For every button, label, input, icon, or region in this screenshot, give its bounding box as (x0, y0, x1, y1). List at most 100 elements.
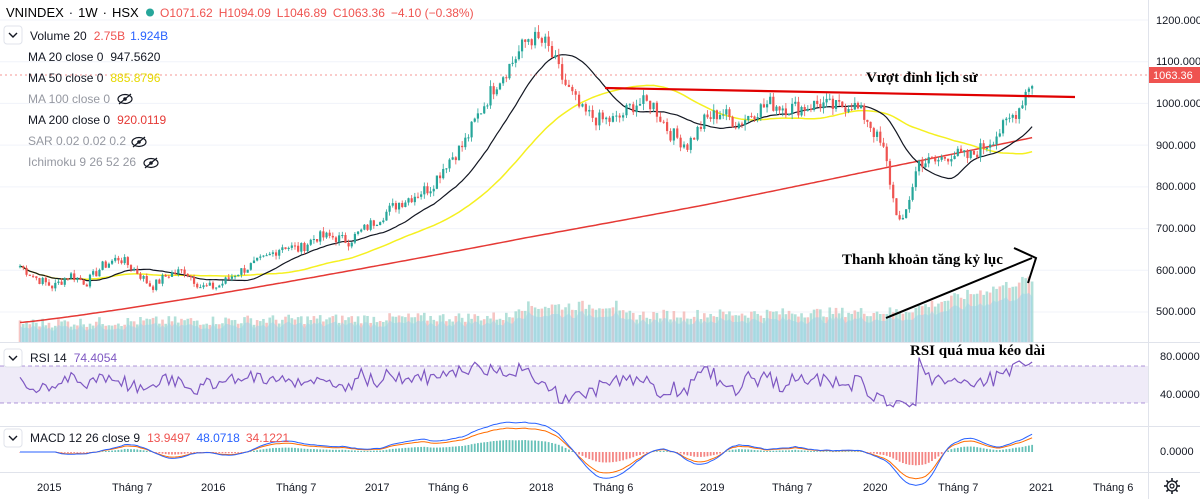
macd-histogram-bar (940, 452, 943, 455)
legend-macd[interactable]: MACD 12 26 close 9 13.9497 48.0718 34.1221 (30, 431, 290, 445)
macd-line (20, 421, 1033, 486)
candle-body (831, 98, 834, 109)
macd-histogram-bar (547, 442, 550, 452)
macd-histogram-bar (458, 446, 460, 452)
candle-body (1018, 108, 1021, 119)
time-tick: Tháng 6 (593, 482, 633, 494)
time-tick: 2015 (37, 482, 61, 494)
candle-body (265, 255, 268, 257)
time-tick: Tháng 7 (276, 482, 316, 494)
candle-body (66, 278, 70, 280)
macd-histogram-bar (420, 446, 423, 452)
collapse-rsi-button[interactable] (3, 348, 23, 368)
candle-body (872, 128, 875, 137)
candle-body (148, 283, 152, 287)
candle-body (554, 55, 557, 58)
gear-icon[interactable] (1164, 478, 1180, 494)
legend-sar[interactable]: SAR 0.02 0.02 0.2 (28, 134, 126, 148)
legend-ma50[interactable]: MA 50 close 0 885.8796 (28, 71, 161, 85)
candle-body (426, 186, 429, 194)
legend-rsi[interactable]: RSI 14 74.4054 (30, 351, 117, 365)
candle-body (133, 268, 136, 270)
macd-histogram-bar (360, 450, 363, 452)
macd-histogram-bar (554, 443, 557, 452)
macd-histogram-bar (645, 452, 648, 453)
macd-histogram-bar (850, 451, 853, 452)
candle-body (445, 168, 448, 170)
macd-histogram-bar (1027, 445, 1030, 452)
price-tick: 600.000 (1156, 265, 1196, 277)
candle-body (584, 104, 587, 112)
candle-body (256, 257, 259, 261)
candle-body (982, 143, 985, 149)
macd-histogram-bar (927, 452, 930, 463)
legend-volume[interactable]: Volume 20 2.75B 1.924B (30, 29, 168, 43)
candle-body (278, 250, 281, 256)
price-axis[interactable]: 1200.000 1100.000 1000.000 900.000 800.0… (1156, 15, 1200, 318)
candle-body (388, 205, 391, 212)
candle-body (470, 121, 473, 138)
macd-histogram-bar (696, 452, 699, 457)
eye-off-icon[interactable] (131, 136, 147, 148)
candle-body (682, 144, 686, 148)
macd-histogram-bar (306, 448, 309, 452)
candle-body (850, 109, 853, 111)
macd-histogram-bar (666, 451, 668, 452)
macd-histogram-bar (966, 446, 969, 452)
macd-histogram-bar (218, 452, 221, 453)
macd-histogram-bar (221, 452, 224, 454)
collapse-legend-button[interactable] (3, 25, 23, 45)
candle-body (940, 157, 943, 160)
interval: 1W (78, 5, 98, 20)
macd-histogram-bar (635, 452, 638, 456)
legend-ma20[interactable]: MA 20 close 0 947.5620 (28, 50, 161, 64)
macd-histogram-bar (979, 447, 982, 452)
legend-ma200[interactable]: MA 200 close 0 920.0119 (28, 113, 167, 127)
candle-body (625, 104, 628, 116)
eye-off-icon[interactable] (143, 157, 159, 169)
macd-histogram-bar (527, 440, 530, 452)
annotation-breakout: Vượt đỉnh lịch sử (866, 70, 979, 86)
macd-histogram-bar (598, 452, 601, 463)
candle-body (98, 269, 101, 277)
candle-body (934, 158, 937, 162)
candle-body (57, 281, 60, 283)
macd-histogram-bar (114, 450, 117, 452)
macd-histogram-bar (895, 452, 898, 460)
candle-body (834, 100, 838, 109)
candle-body (728, 109, 731, 117)
candle-body (309, 239, 312, 245)
macd-histogram-bar (534, 440, 536, 452)
macd-histogram-bar (331, 449, 334, 452)
eye-off-icon[interactable] (117, 93, 133, 105)
macd-histogram-bar (410, 447, 413, 452)
candle-body (31, 275, 35, 277)
legend-ma100[interactable]: MA 100 close 0 (28, 92, 110, 106)
candle-body (966, 150, 969, 159)
macd-histogram-bar (454, 446, 457, 452)
macd-histogram-bar (149, 451, 151, 452)
candle-body (822, 102, 825, 109)
macd-histogram-bar (911, 452, 914, 466)
collapse-macd-button[interactable] (3, 428, 23, 448)
candle-body (328, 232, 331, 236)
macd-histogram-bar (388, 449, 391, 452)
candle-body (921, 160, 924, 168)
macd-histogram-bar (778, 450, 781, 452)
legend-ichimoku[interactable]: Ichimoku 9 26 52 26 (28, 155, 136, 169)
macd-histogram-bar (892, 452, 895, 459)
macd-histogram-bar (511, 440, 514, 452)
macd-histogram-bar (872, 452, 875, 454)
macd-histogram-bar (322, 449, 325, 452)
macd-histogram-bar (297, 448, 300, 452)
candle-body (76, 277, 79, 281)
time-axis[interactable]: 2015 Tháng 7 2016 Tháng 7 2017 Tháng 6 2… (37, 482, 1133, 494)
macd-histogram-bar (325, 449, 328, 452)
candle-body (145, 275, 148, 284)
candle-body (312, 239, 316, 241)
candle-body (747, 115, 750, 121)
candle-body (809, 108, 813, 110)
candle-body (1001, 120, 1005, 134)
macd-histogram-bar (772, 450, 775, 452)
